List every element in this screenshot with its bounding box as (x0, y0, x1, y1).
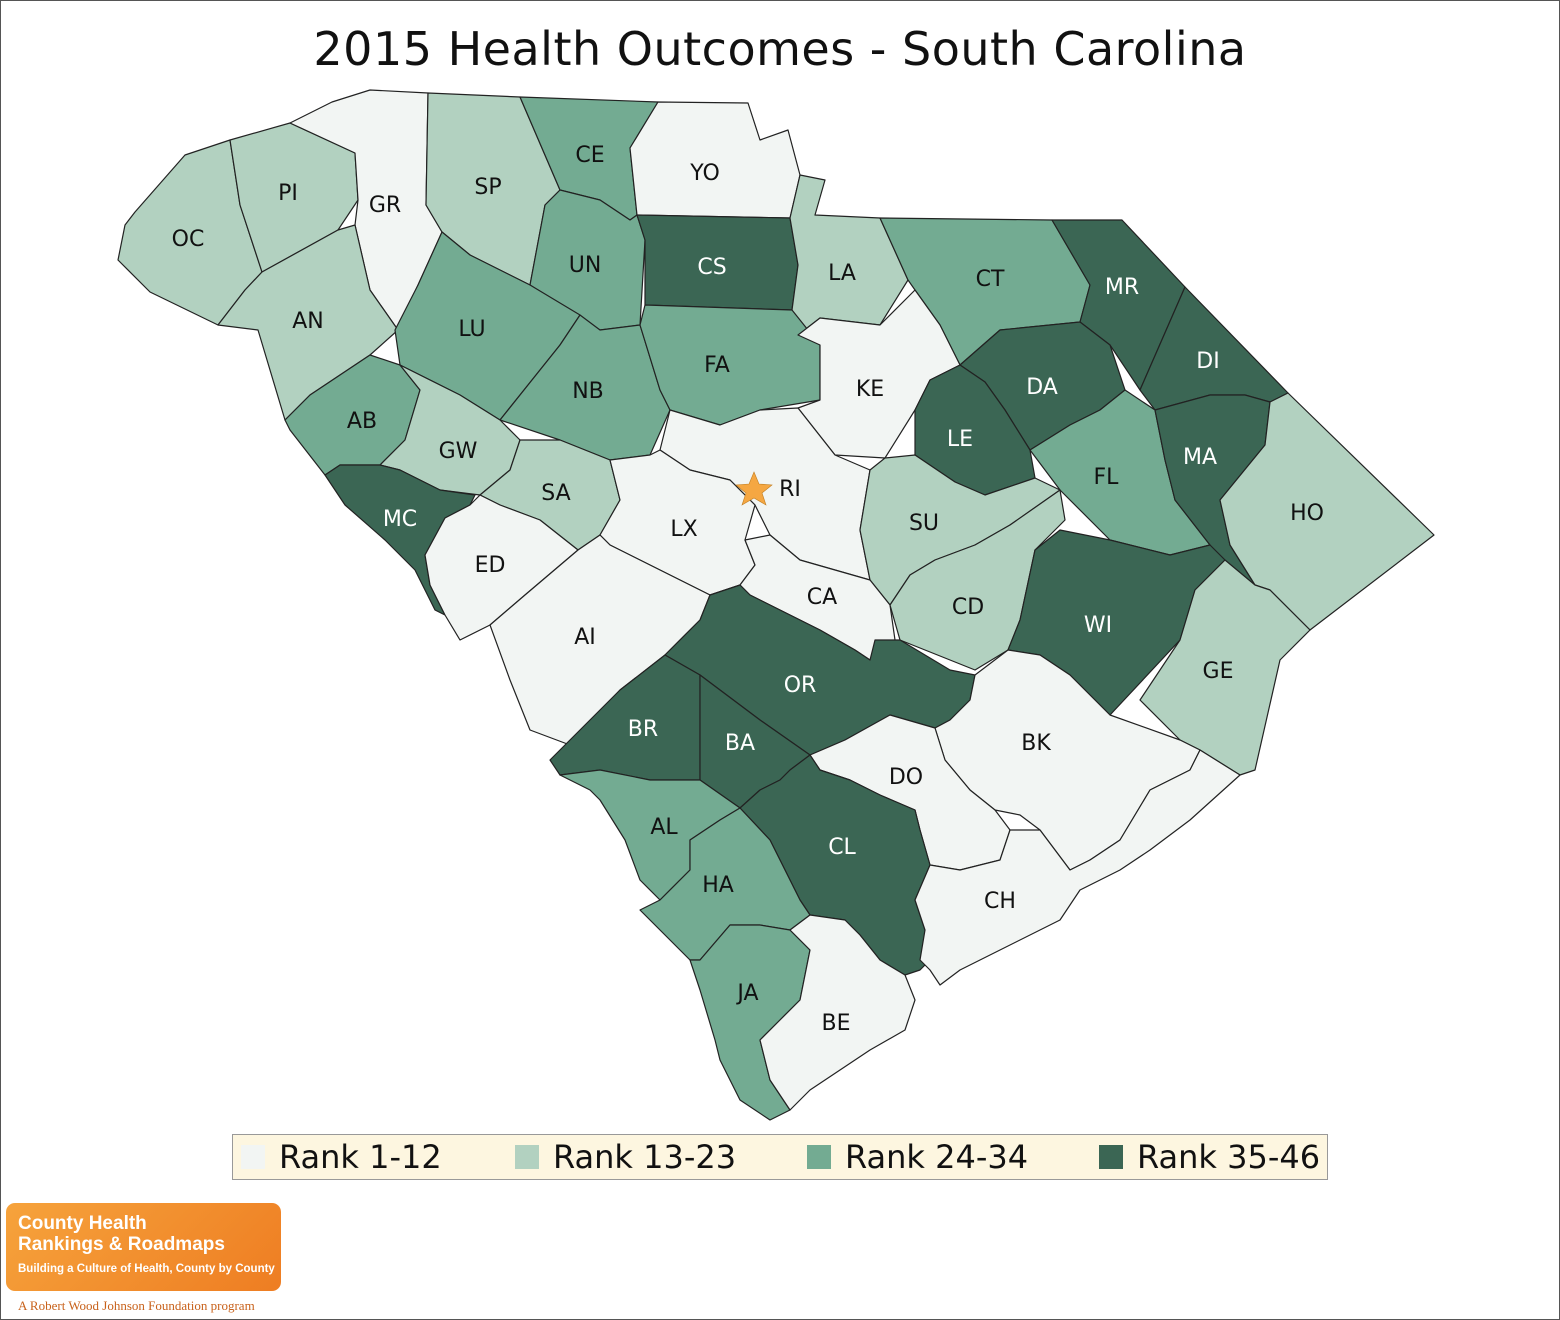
legend-label: Rank 13-23 (553, 1138, 737, 1176)
county-label-yo: YO (689, 161, 720, 186)
star-icon (735, 471, 773, 506)
county-label-ma: MA (1183, 445, 1217, 470)
county-ge (1139, 559, 1311, 776)
county-label-do: DO (889, 765, 923, 790)
county-label-cd: CD (952, 595, 984, 620)
county-label-ge: GE (1203, 659, 1234, 684)
county-label-ha: HA (702, 873, 734, 898)
county-label-br: BR (628, 717, 658, 742)
logo-tagline: Building a Culture of Health, County by … (18, 1263, 275, 1275)
legend-swatch (241, 1145, 265, 1169)
county-mr (1051, 219, 1186, 391)
county-label-oc: OC (172, 227, 205, 252)
county-label-fl: FL (1094, 465, 1120, 490)
legend-swatch (515, 1145, 539, 1169)
county-label-le: LE (947, 427, 973, 452)
county-label-an: AN (292, 309, 324, 334)
county-label-bk: BK (1021, 731, 1051, 756)
legend-label: Rank 35-46 (1137, 1138, 1321, 1176)
county-label-la: LA (828, 261, 856, 286)
legend-item-rank-35-46: Rank 35-46 (1099, 1135, 1320, 1179)
county-label-ab: AB (347, 409, 377, 434)
county-yo (629, 101, 801, 219)
county-label-ai: AI (574, 625, 596, 650)
county-label-ri: RI (779, 477, 801, 502)
county-label-gw: GW (439, 439, 478, 464)
legend-item-rank-13-23: Rank 13-23 (515, 1135, 736, 1179)
county-label-sp: SP (474, 175, 501, 200)
county-label-ed: ED (475, 553, 506, 578)
county-label-wi: WI (1084, 613, 1112, 638)
county-label-ho: HO (1290, 501, 1324, 526)
logo-footer: A Robert Wood Johnson Foundation program (18, 1298, 255, 1313)
map-title: 2015 Health Outcomes - South Carolina (313, 22, 1247, 76)
county-la (789, 174, 909, 336)
county-label-ba: BA (725, 731, 755, 756)
county-label-un: UN (569, 253, 602, 278)
county-label-cl: CL (828, 835, 856, 860)
logo-line-2: Rankings & Roadmaps (18, 1234, 225, 1255)
county-label-sa: SA (541, 481, 570, 506)
legend-swatch (1099, 1145, 1123, 1169)
county-ch (914, 749, 1241, 986)
legend-label: Rank 1-12 (279, 1138, 442, 1176)
legend-label: Rank 24-34 (845, 1138, 1029, 1176)
legend-item-rank-1-12: Rank 1-12 (241, 1135, 442, 1179)
legend-swatch (807, 1145, 831, 1169)
county-label-su: SU (909, 511, 939, 536)
county-label-ja: JA (735, 981, 758, 1006)
county-label-ce: CE (575, 143, 604, 168)
county-label-mc: MC (383, 507, 417, 532)
county-label-ca: CA (807, 585, 837, 610)
legend: Rank 1-12 Rank 13-23 Rank 24-34 Rank 35-… (232, 1134, 1328, 1180)
county-label-ct: CT (976, 267, 1005, 292)
county-label-gr: GR (369, 193, 401, 218)
county-label-fa: FA (704, 353, 730, 378)
county-label-ch: CH (984, 889, 1016, 914)
county-label-ke: KE (856, 377, 884, 402)
county-label-mr: MR (1105, 275, 1139, 300)
county-label-al: AL (650, 815, 678, 840)
county-label-lu: LU (458, 317, 485, 342)
county-label-pi: PI (278, 181, 298, 206)
county-label-da: DA (1026, 375, 1058, 400)
logo-line-1: County Health (18, 1213, 147, 1234)
county-cd (889, 489, 1066, 671)
county-label-di: DI (1196, 349, 1219, 374)
county-label-lx: LX (670, 517, 697, 542)
county-label-nb: NB (572, 379, 604, 404)
county-label-or: OR (784, 673, 817, 698)
county-health-rankings-logo: County Health Rankings & Roadmaps Buildi… (6, 1203, 281, 1291)
legend-item-rank-24-34: Rank 24-34 (807, 1135, 1028, 1179)
county-label-cs: CS (697, 255, 726, 280)
county-label-be: BE (822, 1011, 851, 1036)
county-be (759, 914, 916, 1111)
